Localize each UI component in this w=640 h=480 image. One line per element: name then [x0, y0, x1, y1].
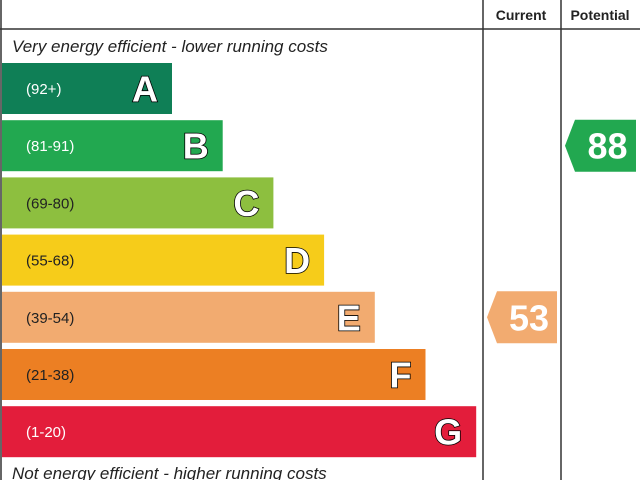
band-d: (55-68) D [2, 234, 325, 286]
band-d-letter: D [284, 240, 310, 281]
band-d-range: (55-68) [26, 253, 74, 270]
band-b-bar [2, 120, 223, 172]
top-caption: Very energy efficient - lower running co… [12, 37, 328, 56]
band-b: (81-91) B [2, 120, 223, 172]
band-g-range: (1-20) [26, 424, 66, 441]
band-c-letter: C [233, 183, 259, 224]
band-f-bar [2, 349, 426, 400]
band-f: (21-38) F [2, 349, 426, 400]
band-a-range: (92+) [26, 81, 61, 98]
band-e-range: (39-54) [26, 310, 74, 327]
current-score-value: 53 [509, 297, 549, 338]
band-d-bar [2, 234, 325, 286]
potential-score: 88 [565, 119, 636, 172]
current-score: 53 [487, 291, 557, 344]
band-g-letter: G [434, 412, 462, 453]
bottom-caption: Not energy efficient - higher running co… [12, 464, 327, 480]
band-c: (69-80) C [2, 177, 274, 229]
current-score-arrow [487, 291, 557, 344]
band-a-bar [2, 63, 172, 114]
rating-bands: (92+) A (81-91) B (69-80) C (55-68) D (39-54) E (2… [2, 63, 477, 458]
band-g-bar [2, 406, 477, 458]
potential-column-header: Potential [570, 7, 629, 23]
band-b-letter: B [183, 126, 209, 167]
band-a-letter: A [132, 69, 158, 110]
band-e-bar [2, 291, 375, 343]
potential-score-value: 88 [587, 126, 627, 167]
potential-score-arrow [565, 119, 636, 172]
band-c-bar [2, 177, 274, 229]
band-f-range: (21-38) [26, 367, 74, 384]
rating-scores: 53 88 [487, 119, 636, 344]
band-e-letter: E [337, 297, 361, 338]
band-f-letter: F [390, 355, 412, 396]
band-b-range: (81-91) [26, 138, 74, 155]
current-column-header: Current [496, 7, 547, 23]
band-c-range: (69-80) [26, 195, 74, 212]
band-g: (1-20) G [2, 406, 477, 458]
band-e: (39-54) E [2, 291, 375, 343]
band-a: (92+) A [2, 63, 172, 114]
